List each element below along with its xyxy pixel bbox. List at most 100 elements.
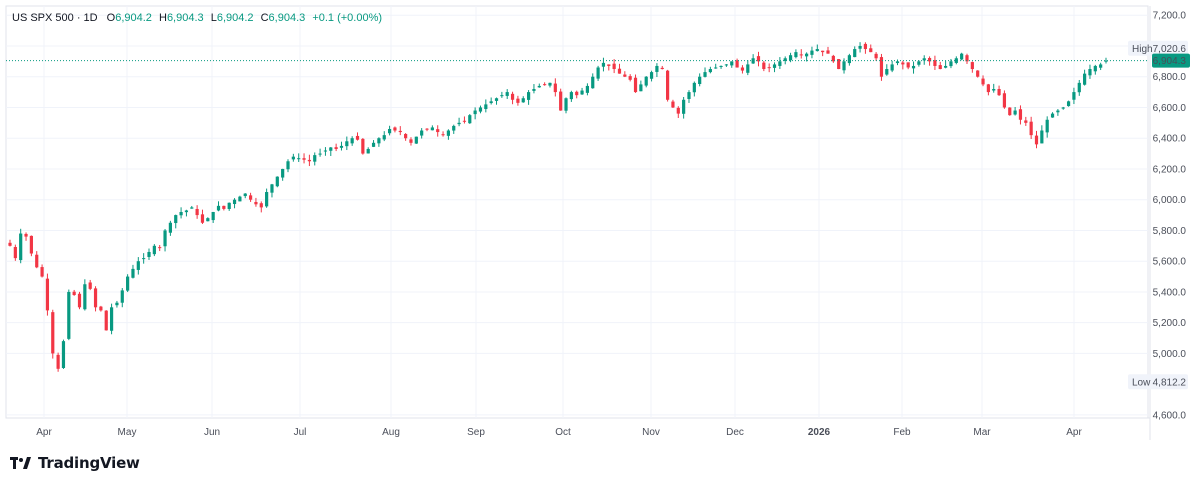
x-tick-label: Oct [555, 427, 571, 438]
candle-body [436, 129, 440, 133]
y-tick-label: 6,200.0 [1153, 164, 1187, 175]
candle-body [329, 147, 333, 151]
candle-body [537, 85, 541, 88]
y-tick-label: 6,800.0 [1153, 72, 1187, 83]
candle-body [115, 302, 119, 306]
candle-body [67, 291, 71, 339]
candle-body [543, 84, 547, 86]
candle-body [970, 62, 974, 70]
candle-body [345, 141, 349, 147]
change-value: +0.1 (+0.00%) [312, 12, 383, 24]
candle-body [420, 130, 424, 136]
candle-body [821, 50, 825, 53]
candle-body [136, 261, 140, 270]
candle-body [869, 48, 873, 53]
candle-body [607, 64, 611, 66]
candle-body [826, 50, 830, 54]
candle-body [318, 153, 322, 155]
candle-body [35, 254, 39, 268]
candle-body [478, 107, 483, 112]
candle-body [649, 72, 654, 79]
candle-body [944, 65, 948, 68]
high-key: H [158, 12, 167, 24]
candle-body [735, 60, 739, 68]
candle-body [158, 247, 162, 249]
candle-body [510, 93, 515, 100]
candle-body [126, 276, 130, 291]
y-tick-label: 5,000.0 [1153, 349, 1187, 360]
candle-body [1050, 113, 1055, 118]
x-tick-label: May [118, 427, 137, 438]
candle-body [756, 56, 761, 62]
candle-body [1066, 101, 1071, 107]
candle-body [195, 208, 199, 216]
candle-body [200, 214, 205, 223]
tradingview-logo[interactable]: TradingView [10, 453, 140, 473]
candle-body [355, 135, 360, 140]
candle-body [1056, 110, 1060, 113]
candle-body [109, 307, 114, 331]
candle-body [901, 62, 905, 65]
candle-body [361, 138, 365, 154]
candle-body [853, 49, 857, 58]
candle-body [291, 156, 295, 160]
x-tick-label: Apr [1066, 427, 1082, 438]
candle-body [168, 222, 172, 233]
candle-body [682, 99, 686, 114]
candle-body [703, 72, 707, 77]
candle-body [457, 122, 461, 125]
candle-body [831, 55, 835, 62]
x-tick-label: Sep [467, 427, 485, 438]
candle-body [179, 212, 183, 216]
y-tick-label: 4,600.0 [1153, 410, 1187, 421]
candle-body [206, 218, 210, 222]
candle-body [1061, 107, 1065, 109]
candle-body [591, 76, 595, 89]
candle-body [184, 210, 189, 213]
candle-body [484, 104, 488, 110]
candle-body [489, 101, 493, 104]
candle-body [521, 98, 525, 103]
candle-body [398, 130, 402, 133]
candle-body [216, 205, 221, 211]
candle-body [938, 65, 942, 70]
candle-body [24, 233, 28, 237]
candle-body [965, 55, 969, 62]
candle-body [40, 267, 44, 277]
candle-body [762, 62, 766, 70]
candle-body [1024, 120, 1028, 123]
candle-body [281, 168, 285, 178]
candle-body [142, 258, 146, 260]
candle-body [1077, 82, 1081, 93]
candle-body [275, 176, 279, 187]
candle-body [446, 130, 450, 136]
candle-body [51, 312, 55, 354]
candle-body [628, 76, 632, 80]
open-value: 6,904.2 [115, 12, 152, 24]
candle-body [906, 62, 910, 68]
candle-body [334, 147, 338, 149]
candle-body [671, 101, 675, 108]
y-tick-label: 6,400.0 [1153, 134, 1187, 145]
candle-body [927, 57, 932, 62]
candle-body [810, 50, 814, 55]
candle-body [692, 82, 696, 93]
x-tick-label: Aug [382, 427, 400, 438]
candle-body [323, 150, 328, 152]
candle-body [911, 65, 916, 69]
candle-body [1104, 60, 1108, 62]
candle-body [740, 67, 745, 71]
candle-body [232, 199, 237, 205]
plot-area[interactable] [5, 5, 1149, 419]
candle-body [516, 98, 520, 103]
candle-body [644, 76, 648, 86]
candle-body [313, 155, 317, 162]
candle-body [655, 65, 659, 72]
candle-body [72, 291, 76, 296]
open-key: O [106, 12, 116, 24]
candle-body [404, 133, 408, 139]
candle-body [104, 310, 108, 331]
candle-body [339, 145, 344, 148]
candle-body [77, 293, 82, 308]
